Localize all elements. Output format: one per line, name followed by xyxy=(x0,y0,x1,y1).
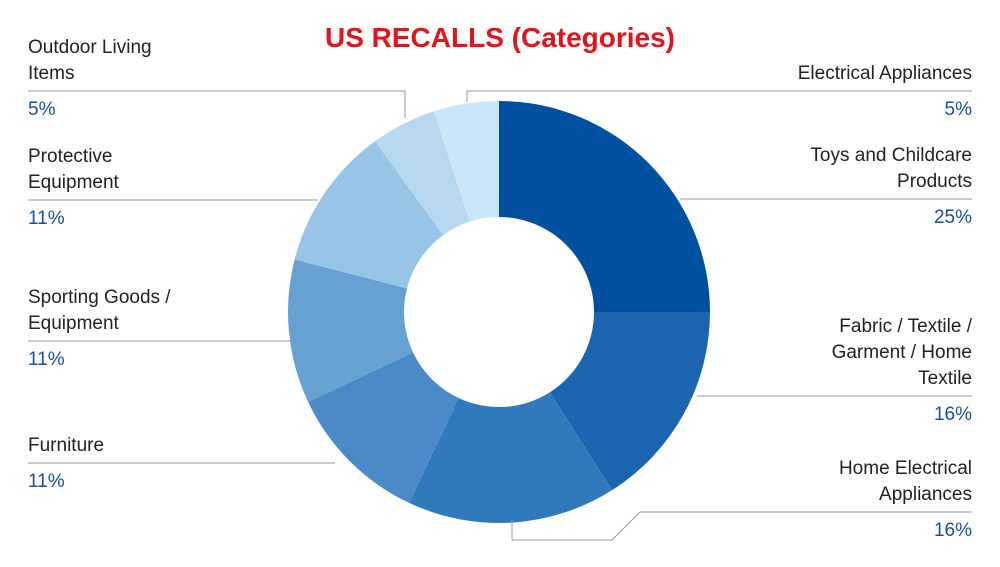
category-label: Outdoor Living Items xyxy=(28,37,152,84)
value-label: 16% xyxy=(933,404,972,425)
category-label: Home Electrical Appliances xyxy=(838,458,972,505)
donut-slice xyxy=(499,101,710,312)
category-label: Furniture xyxy=(28,435,105,456)
donut-slice xyxy=(288,259,414,402)
value-label: 5% xyxy=(28,99,56,120)
donut-slice xyxy=(433,101,499,222)
category-label: Sporting Goods / Equipment xyxy=(28,287,171,334)
leader-line xyxy=(466,90,972,102)
donut-slice xyxy=(374,111,470,236)
category-label: Electrical Appliances xyxy=(797,63,972,84)
value-label: 5% xyxy=(944,99,972,120)
value-label: 11% xyxy=(28,349,65,370)
donut-slice xyxy=(549,312,710,491)
value-label: 25% xyxy=(933,207,972,228)
value-label: 11% xyxy=(28,208,65,229)
donut-slice xyxy=(308,352,459,503)
chart-title: US RECALLS (Categories) xyxy=(324,22,676,53)
leader-line xyxy=(28,90,406,118)
value-label: 16% xyxy=(933,520,972,541)
category-label: Protective Equipment xyxy=(28,146,119,193)
category-label: Fabric / Textile / Garment / Home Textil… xyxy=(831,316,972,389)
category-label: Toys and Childcare Products xyxy=(810,145,972,192)
leader-line xyxy=(511,511,972,541)
donut-slice xyxy=(294,141,444,289)
value-label: 11% xyxy=(28,471,65,492)
donut-slice xyxy=(409,392,613,523)
